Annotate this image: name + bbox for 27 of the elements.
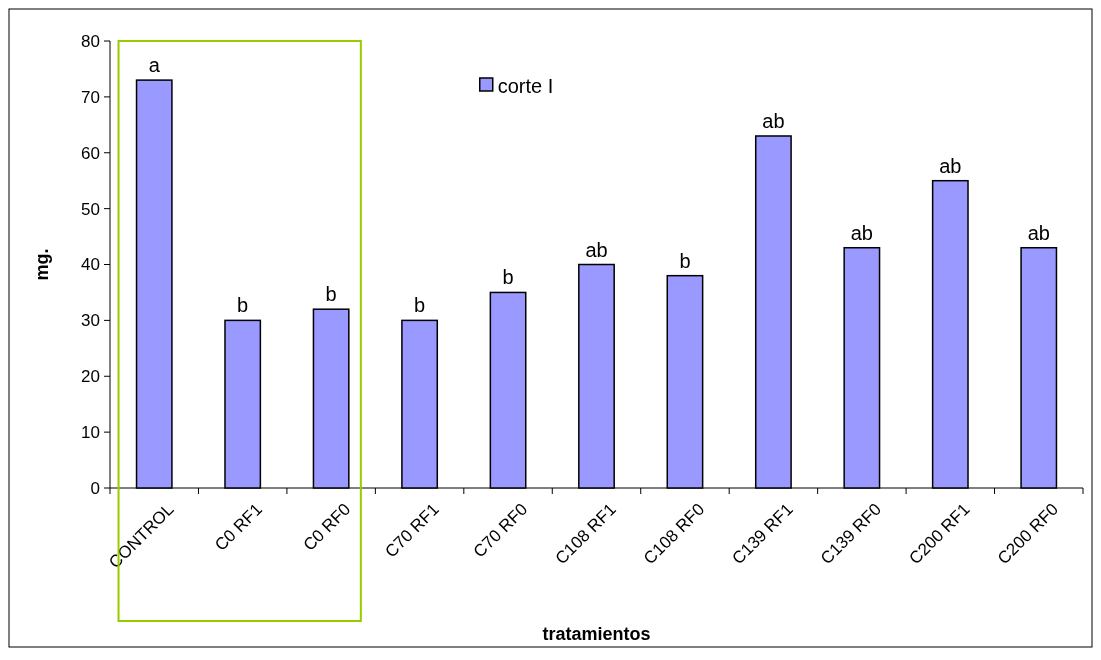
y-tick-label: 10 <box>81 423 100 443</box>
data-label: ab <box>1027 221 1050 244</box>
y-tick-label: 40 <box>81 255 100 275</box>
x-tick-label: C70 RF0 <box>469 499 532 562</box>
x-tick-label: C0 RF1 <box>211 499 266 555</box>
data-label: b <box>414 294 426 317</box>
data-label: ab <box>939 154 962 177</box>
y-tick-label: 80 <box>81 31 100 51</box>
data-label: b <box>325 283 337 306</box>
data-label: ab <box>850 221 873 244</box>
x-tick-label: C0 RF0 <box>299 499 355 555</box>
data-label: b <box>502 266 514 289</box>
legend-label: corte I <box>497 75 554 97</box>
y-tick-label: 60 <box>81 143 100 163</box>
y-axis-title: mg. <box>32 248 52 281</box>
y-tick-label: 70 <box>81 87 100 107</box>
y-tick-label: 30 <box>81 311 100 331</box>
x-tick-label: C70 RF1 <box>381 499 443 562</box>
data-label: ab <box>585 238 608 261</box>
y-tick-label: 20 <box>81 367 100 387</box>
data-label: ab <box>762 109 785 132</box>
data-label: a <box>148 54 161 77</box>
x-axis-title: tratamientos <box>542 624 651 644</box>
data-label: b <box>679 249 691 272</box>
y-tick-label: 50 <box>81 199 100 219</box>
data-label: b <box>237 294 249 317</box>
y-tick-label: 0 <box>90 478 100 498</box>
